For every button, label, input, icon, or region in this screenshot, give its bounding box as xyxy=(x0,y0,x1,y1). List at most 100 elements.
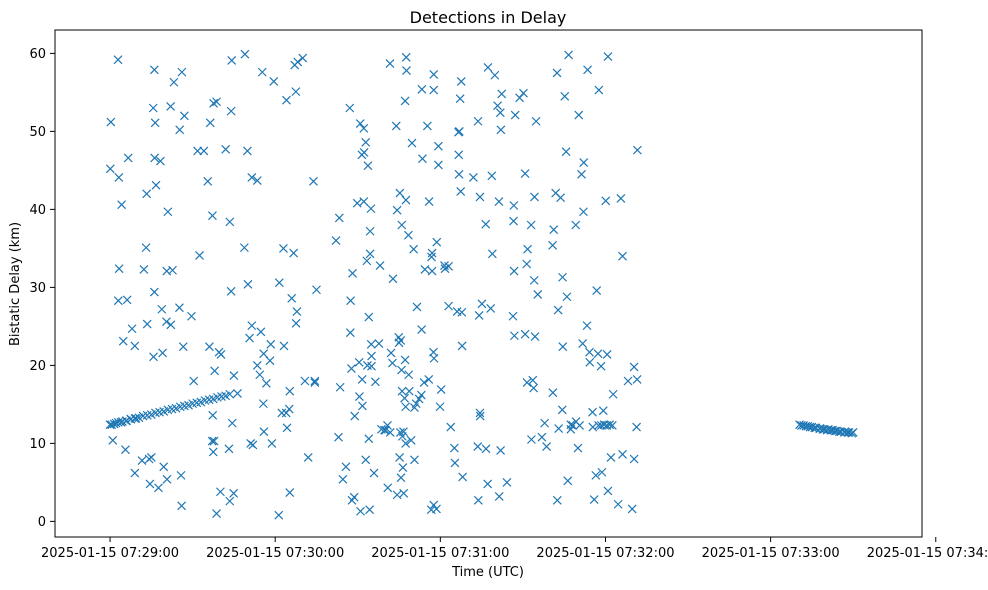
data-point xyxy=(528,375,538,385)
data-point xyxy=(402,66,411,75)
data-point xyxy=(149,65,159,75)
data-point xyxy=(401,438,411,448)
data-point xyxy=(606,453,616,462)
data-point xyxy=(117,200,127,210)
data-point xyxy=(477,299,487,309)
data-point xyxy=(496,445,506,455)
data-point xyxy=(357,375,367,384)
data-point xyxy=(397,220,407,230)
data-point xyxy=(114,172,124,182)
data-point xyxy=(277,408,287,418)
x-tick-label: 2025-01-15 07:30:00 xyxy=(206,546,344,561)
data-point xyxy=(282,95,291,105)
data-point xyxy=(169,77,179,87)
data-point xyxy=(189,376,199,386)
data-point xyxy=(531,116,541,126)
data-point xyxy=(457,341,467,351)
data-point xyxy=(139,265,149,274)
data-point xyxy=(571,220,581,230)
data-point xyxy=(454,150,464,160)
data-point xyxy=(195,250,204,260)
data-point xyxy=(560,91,570,101)
data-point xyxy=(495,108,505,118)
data-point xyxy=(163,207,173,217)
data-point xyxy=(487,171,497,181)
data-point xyxy=(497,89,507,99)
data-point xyxy=(429,353,439,363)
data-point xyxy=(490,70,500,80)
data-point xyxy=(530,192,539,202)
y-tick-label: 20 xyxy=(29,359,46,374)
data-point xyxy=(199,146,209,156)
data-point xyxy=(118,336,128,346)
data-point xyxy=(422,121,432,131)
data-point xyxy=(455,94,465,104)
data-point xyxy=(822,425,832,435)
data-point xyxy=(397,365,406,375)
data-point xyxy=(397,431,407,441)
data-point xyxy=(354,357,364,367)
data-point xyxy=(456,77,466,86)
data-point xyxy=(481,444,491,454)
data-point xyxy=(142,319,152,329)
data-point xyxy=(137,456,147,465)
data-point xyxy=(149,287,159,297)
data-point xyxy=(429,70,439,79)
data-point xyxy=(588,422,598,432)
data-point xyxy=(204,342,214,352)
data-point xyxy=(162,474,172,484)
data-point xyxy=(602,350,612,359)
data-point xyxy=(446,422,456,432)
data-point xyxy=(259,349,269,359)
data-point xyxy=(399,488,409,498)
data-point xyxy=(523,244,533,254)
data-point xyxy=(108,435,118,445)
data-point xyxy=(359,148,369,157)
data-point xyxy=(577,169,586,179)
data-point xyxy=(358,401,367,411)
data-point xyxy=(494,492,504,501)
data-point xyxy=(618,449,627,459)
data-point xyxy=(334,213,344,223)
data-point xyxy=(629,362,639,372)
data-point xyxy=(210,366,220,376)
data-point xyxy=(406,435,416,445)
data-point xyxy=(509,201,519,210)
data-point xyxy=(226,286,236,296)
data-point xyxy=(309,176,318,186)
data-point xyxy=(338,474,348,484)
x-tick-label: 2025-01-15 07:32:00 xyxy=(536,546,674,561)
data-point xyxy=(216,350,226,359)
data-point xyxy=(155,156,165,166)
data-point xyxy=(494,197,504,207)
data-point xyxy=(346,296,356,306)
x-tick-label: 2025-01-15 07:34:00 xyxy=(867,546,988,561)
data-point xyxy=(123,153,133,163)
data-point xyxy=(416,390,426,400)
y-tick-label: 0 xyxy=(38,515,46,530)
data-point xyxy=(585,357,595,367)
data-point xyxy=(359,123,369,133)
data-point xyxy=(509,216,518,226)
data-point xyxy=(174,303,184,313)
data-point xyxy=(157,304,167,314)
data-point xyxy=(131,414,141,423)
data-point xyxy=(116,417,126,427)
data-point xyxy=(375,261,385,270)
x-tick-label: 2025-01-15 07:33:00 xyxy=(702,546,840,561)
data-point xyxy=(221,144,231,154)
data-point xyxy=(432,237,442,247)
data-point xyxy=(632,145,642,155)
data-point xyxy=(522,378,532,387)
data-point xyxy=(370,377,380,387)
data-point xyxy=(212,509,221,519)
data-point xyxy=(632,422,642,432)
data-point xyxy=(601,196,611,206)
data-point xyxy=(303,453,313,462)
data-point xyxy=(411,399,421,409)
data-point xyxy=(583,65,593,75)
data-point xyxy=(433,141,443,151)
data-point xyxy=(148,103,158,113)
data-point xyxy=(578,339,588,348)
data-point xyxy=(401,52,411,62)
